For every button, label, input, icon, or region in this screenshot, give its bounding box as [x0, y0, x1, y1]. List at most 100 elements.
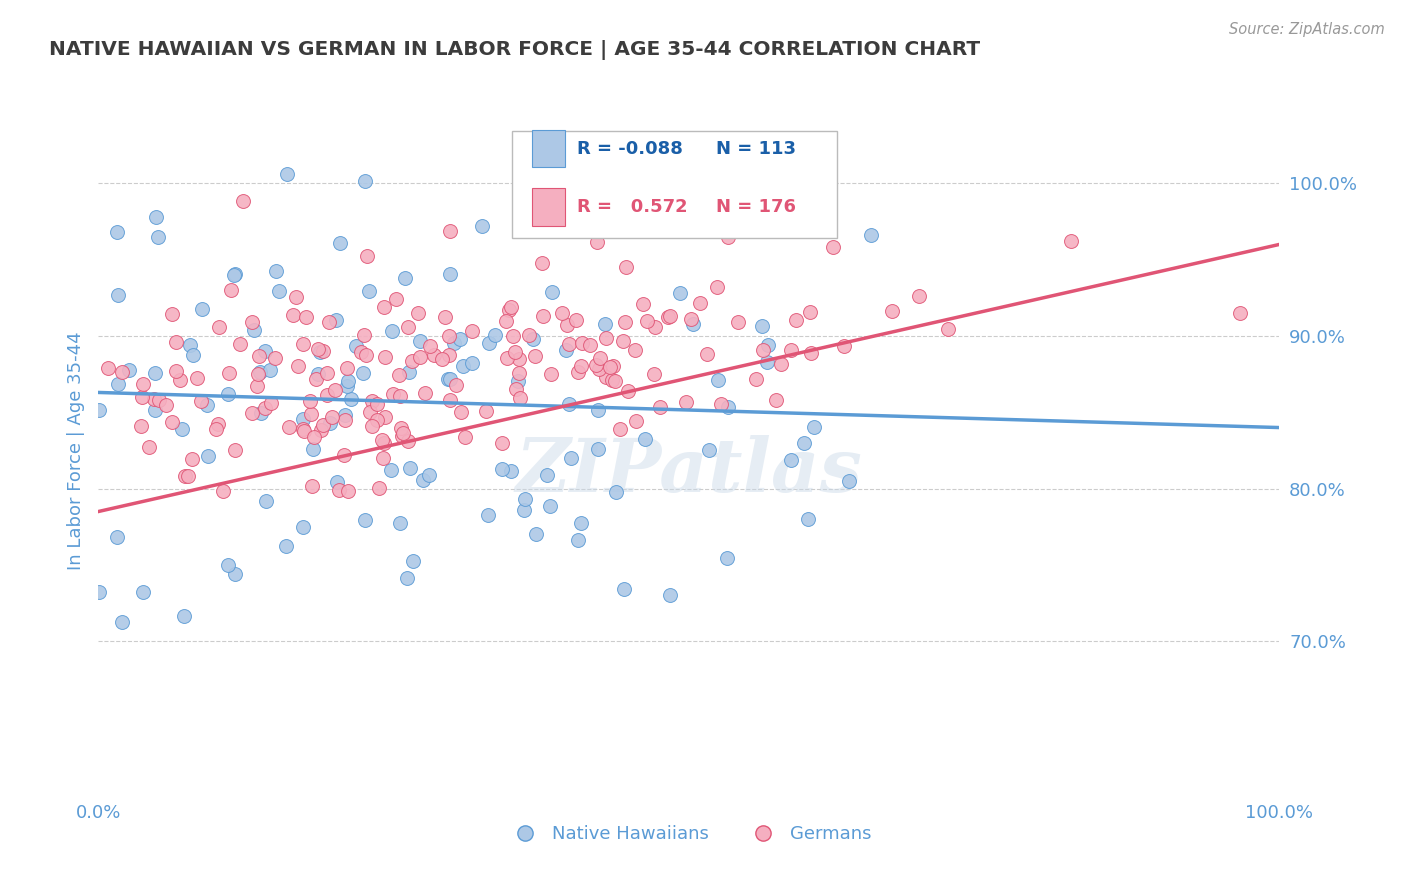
Point	[585, 235, 607, 250]
Point	[434, 310, 457, 324]
Point	[337, 375, 360, 389]
Point	[555, 318, 578, 332]
Point	[451, 359, 474, 374]
Point	[373, 300, 395, 314]
Point	[179, 337, 201, 351]
Point	[301, 479, 323, 493]
Point	[301, 442, 323, 457]
Point	[333, 413, 356, 427]
Point	[195, 398, 218, 412]
Point	[360, 418, 382, 433]
Point	[191, 302, 214, 317]
Point	[461, 356, 484, 370]
Point	[291, 412, 314, 426]
Point	[336, 379, 359, 393]
Point	[304, 372, 326, 386]
Text: Source: ZipAtlas.com: Source: ZipAtlas.com	[1229, 22, 1385, 37]
Point	[555, 343, 578, 358]
Point	[439, 223, 461, 237]
Point	[174, 469, 197, 483]
Point	[643, 367, 665, 381]
Point	[170, 422, 193, 436]
Point	[292, 424, 315, 438]
FancyBboxPatch shape	[512, 131, 837, 237]
Text: N = 113: N = 113	[716, 140, 796, 158]
Point	[232, 194, 254, 208]
Point	[609, 422, 631, 436]
Point	[450, 405, 472, 419]
Point	[354, 347, 377, 361]
Point	[97, 360, 120, 375]
Point	[325, 383, 347, 397]
Point	[339, 392, 361, 406]
Point	[166, 334, 188, 349]
Point	[332, 448, 354, 462]
Point	[418, 467, 440, 482]
Point	[197, 449, 219, 463]
Point	[437, 372, 460, 386]
Point	[936, 322, 959, 336]
Text: R =   0.572: R = 0.572	[576, 198, 688, 217]
Point	[307, 368, 329, 382]
Point	[689, 296, 711, 310]
Point	[350, 344, 373, 359]
Point	[745, 372, 768, 386]
Point	[432, 351, 454, 366]
Point	[565, 312, 588, 326]
Point	[595, 370, 617, 384]
Point	[254, 344, 277, 359]
Point	[696, 347, 718, 361]
Point	[523, 349, 546, 363]
Point	[361, 393, 384, 408]
Point	[111, 615, 134, 629]
Point	[392, 426, 415, 441]
Point	[454, 430, 477, 444]
Point	[437, 348, 460, 362]
Point	[259, 363, 281, 377]
Point	[269, 284, 291, 298]
Point	[387, 368, 409, 382]
Point	[399, 461, 422, 475]
Point	[506, 375, 529, 389]
Point	[299, 407, 322, 421]
Point	[409, 334, 432, 348]
Point	[318, 315, 340, 329]
Point	[599, 360, 621, 375]
Point	[278, 419, 301, 434]
Point	[640, 220, 662, 235]
Point	[249, 366, 271, 380]
Point	[624, 414, 647, 428]
Point	[796, 511, 818, 525]
Point	[217, 558, 239, 572]
Point	[291, 422, 314, 436]
Point	[254, 494, 277, 508]
Point	[475, 403, 498, 417]
Point	[800, 346, 823, 360]
Point	[765, 393, 787, 408]
Point	[132, 585, 155, 599]
Point	[477, 508, 499, 522]
Point	[560, 451, 582, 466]
Point	[478, 336, 501, 351]
Point	[129, 419, 152, 434]
Point	[658, 310, 681, 324]
Legend: Native Hawaiians, Germans: Native Hawaiians, Germans	[499, 818, 879, 850]
Point	[707, 373, 730, 387]
Point	[751, 319, 773, 334]
Point	[633, 432, 655, 446]
Point	[540, 368, 562, 382]
Point	[224, 442, 246, 457]
Point	[229, 337, 252, 351]
Point	[173, 608, 195, 623]
Point	[246, 379, 269, 393]
Point	[276, 540, 298, 554]
Point	[316, 366, 339, 380]
Point	[675, 395, 697, 409]
Point	[558, 397, 581, 411]
Point	[509, 391, 531, 405]
Point	[558, 337, 581, 351]
Point	[644, 320, 666, 334]
Point	[659, 588, 682, 602]
Point	[727, 315, 749, 329]
Point	[373, 436, 395, 450]
